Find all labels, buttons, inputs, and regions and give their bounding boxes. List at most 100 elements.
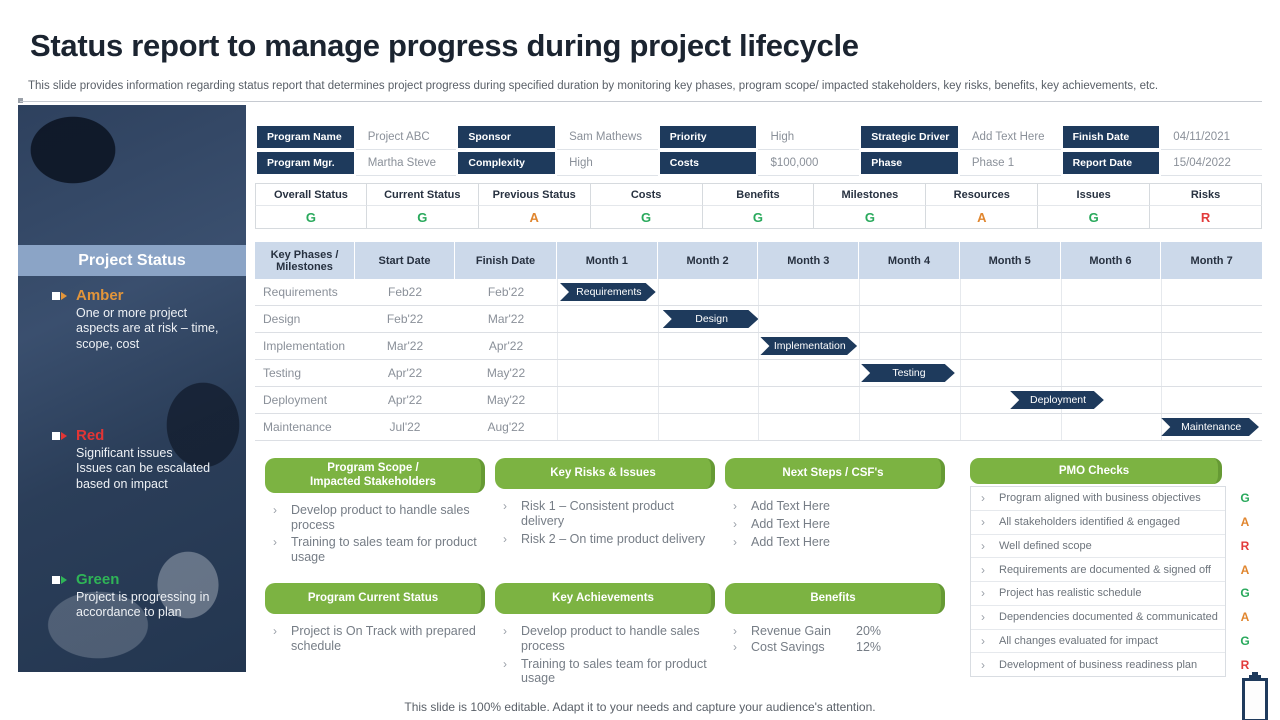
legend-square-icon bbox=[52, 575, 60, 584]
gantt-row: Requirements Feb22 Feb'22 Requirements bbox=[255, 279, 1262, 306]
legend-label: Green bbox=[76, 571, 120, 588]
info-value: Project ABC bbox=[355, 124, 457, 150]
legend-square-icon bbox=[52, 431, 60, 440]
legend-arrow-icon bbox=[61, 291, 67, 300]
gantt-header-cell: Month 7 bbox=[1190, 254, 1233, 267]
gantt-bar: Requirements bbox=[560, 283, 656, 301]
pmo-check-text: All changes evaluated for impact bbox=[999, 634, 1158, 647]
legend-item-header: Red bbox=[52, 427, 230, 444]
rag-column-header: Risks bbox=[1150, 184, 1262, 206]
list-item-text: Develop product to handle sales process bbox=[521, 624, 700, 653]
gantt-month-cell bbox=[557, 333, 658, 359]
list-item-text: Add Text Here bbox=[751, 534, 830, 549]
gantt-month-cell bbox=[859, 333, 960, 359]
pmo-status-value: G bbox=[1240, 586, 1250, 601]
info-value: 04/11/2021 bbox=[1161, 124, 1262, 150]
gantt-row: Deployment Apr'22 May'22 Deployment bbox=[255, 387, 1262, 414]
bullet-icon: › bbox=[733, 516, 737, 531]
list-item-text: Training to sales team for product usage bbox=[291, 535, 477, 564]
list-item: › Risk 1 – Consistent product delivery bbox=[503, 499, 715, 529]
legend-item-green: Green Project is progressing in accordanc… bbox=[52, 571, 230, 621]
legend-description-line: Issues can be escalated based on impact bbox=[76, 461, 211, 491]
gantt-month-cell bbox=[1060, 360, 1162, 386]
gantt-phase-name: Maintenance bbox=[263, 420, 332, 434]
bullet-icon: › bbox=[733, 534, 737, 549]
panel-list: › Develop product to handle sales process… bbox=[265, 503, 485, 565]
pmo-status-value: R bbox=[1240, 658, 1250, 673]
list-item: › Project is On Track with prepared sched… bbox=[273, 624, 485, 654]
pmo-status-value: A bbox=[1240, 610, 1250, 625]
list-item: › Add Text Here bbox=[733, 517, 945, 532]
panel-header-key-risks-issues: Key Risks & Issues bbox=[495, 458, 715, 489]
legend-item-red: Red Significant issues Issues can be escal… bbox=[52, 427, 230, 492]
benefit-row: › Revenue Gain 20% bbox=[733, 624, 945, 640]
panel-list: › Develop product to handle sales process… bbox=[495, 624, 715, 686]
rag-status-value: A bbox=[926, 206, 1039, 229]
gantt-start-date: Mar'22 bbox=[386, 339, 424, 353]
gantt-month-cell bbox=[657, 387, 759, 413]
bullet-icon: › bbox=[981, 562, 985, 577]
bullet-icon: › bbox=[503, 656, 507, 671]
panel-title-line: Key Achievements bbox=[552, 592, 654, 605]
gantt-month-cell bbox=[557, 360, 658, 386]
pmo-check-item: › All stakeholders identified & engaged bbox=[971, 511, 1225, 535]
bullet-icon: › bbox=[733, 639, 737, 654]
gantt-month-cell bbox=[1161, 333, 1262, 359]
pmo-check-text: Dependencies documented & communicated bbox=[999, 611, 1218, 624]
divider-line bbox=[20, 101, 1262, 102]
gantt-start-date: Feb22 bbox=[387, 285, 423, 299]
gantt-month-cell bbox=[959, 360, 1061, 386]
slide-description: This slide provides information regardin… bbox=[28, 80, 1159, 92]
rag-column-header: Issues bbox=[1038, 184, 1151, 206]
pmo-check-text: All stakeholders identified & engaged bbox=[999, 516, 1181, 529]
legend-item-header: Amber bbox=[52, 287, 230, 304]
gantt-header-cell: Month 1 bbox=[557, 242, 658, 279]
info-label: Program Name bbox=[255, 124, 356, 150]
legend-description-line: Significant issues bbox=[76, 446, 173, 460]
pmo-check-item: › All changes evaluated for impact bbox=[971, 630, 1225, 654]
pmo-checks-panel: › Program aligned with business objective… bbox=[970, 486, 1226, 677]
gantt-start-date: Apr'22 bbox=[387, 366, 423, 380]
legend-label: Amber bbox=[76, 287, 124, 304]
gantt-finish-date: Apr'22 bbox=[488, 339, 524, 353]
pmo-status-value: R bbox=[1240, 538, 1250, 553]
bullet-icon: › bbox=[733, 499, 737, 513]
info-label: Phase bbox=[859, 150, 960, 176]
pmo-status-value: A bbox=[1240, 562, 1250, 577]
panel-key-achievements: Key Achievements › Develop product to hand… bbox=[495, 583, 715, 689]
list-item: › Add Text Here bbox=[733, 535, 945, 550]
pmo-check-item: › Requirements are documented & signed of… bbox=[971, 558, 1225, 582]
gantt-timeline: Testing bbox=[557, 360, 1262, 386]
gantt-timeline: Design bbox=[557, 306, 1262, 332]
gantt-month-cell bbox=[859, 360, 960, 386]
rag-status-value: G bbox=[702, 206, 815, 229]
rag-column-header: Costs bbox=[590, 184, 703, 206]
info-table: Program Name Project ABC Sponsor Sam Mathew… bbox=[255, 124, 1262, 176]
bullet-icon: › bbox=[981, 610, 985, 625]
gantt-start-date: Apr'22 bbox=[387, 393, 423, 407]
gantt-rows: Requirements Feb22 Feb'22 Requirements Desig… bbox=[255, 279, 1262, 441]
pmo-status-value: G bbox=[1240, 634, 1250, 649]
list-item: › Training to sales team for product usag… bbox=[503, 657, 715, 687]
pmo-check-item: › Project has realistic schedule bbox=[971, 582, 1225, 606]
gantt-finish-date: Mar'22 bbox=[487, 312, 525, 326]
pmo-status-value: G bbox=[1240, 490, 1250, 505]
legend-description-line: One or more project aspects are at risk … bbox=[76, 306, 219, 351]
gantt-month-cell bbox=[758, 279, 859, 305]
info-label: Strategic Driver bbox=[859, 124, 960, 150]
rag-status-value: G bbox=[366, 206, 479, 229]
legend-item-amber: Amber One or more project aspects are at … bbox=[52, 287, 230, 352]
bullet-icon: › bbox=[503, 531, 507, 546]
panel-header-program-current-status: Program Current Status bbox=[265, 583, 485, 614]
gantt-row: Design Feb'22 Mar'22 Design bbox=[255, 306, 1262, 333]
info-label: Finish Date bbox=[1060, 124, 1162, 150]
info-value: Sam Mathews bbox=[557, 124, 658, 150]
pmo-check-item: › Program aligned with business objective… bbox=[971, 487, 1225, 511]
gantt-month-cell bbox=[859, 306, 960, 332]
gantt-row: Testing Apr'22 May'22 Testing bbox=[255, 360, 1262, 387]
panel-benefits: Benefits › Revenue Gain 20% › Cost Savings 12% bbox=[725, 583, 945, 689]
list-item-text: Training to sales team for product usage bbox=[521, 656, 707, 686]
divider-marker bbox=[18, 98, 23, 103]
